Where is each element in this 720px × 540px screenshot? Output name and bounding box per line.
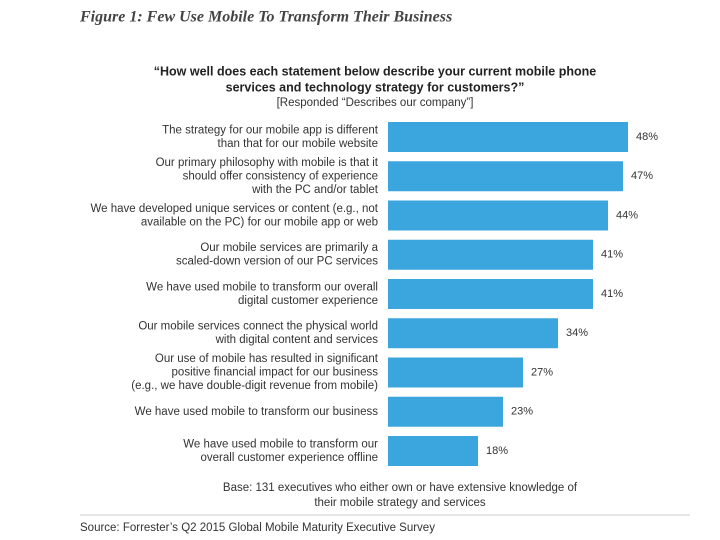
category-label: Our use of mobile has resulted in signif… [155, 353, 379, 365]
chart-subtitle: [Responded “Describes our company”] [277, 97, 474, 109]
value-label: 27% [531, 366, 553, 378]
category-label: than that for our mobile website [218, 138, 378, 150]
category-label: The strategy for our mobile app is diffe… [162, 124, 379, 136]
category-label: Our primary philosophy with mobile is th… [156, 157, 379, 169]
category-label: available on the PC) for our mobile app … [141, 216, 378, 228]
chart-title: services and technology strategy for cus… [226, 80, 525, 94]
category-label: (e.g., we have double-digit revenue from… [131, 380, 378, 392]
value-label: 47% [631, 170, 653, 182]
bar [388, 239, 593, 270]
value-label: 44% [616, 209, 638, 221]
category-label: Our mobile services connect the physical… [138, 321, 378, 333]
bar [388, 161, 623, 192]
category-label: scaled-down version of our PC services [176, 256, 378, 268]
category-label: We have developed unique services or con… [91, 203, 379, 215]
bar [388, 200, 608, 231]
bar [388, 279, 593, 309]
category-label: digital customer experience [238, 295, 378, 307]
chart-title: “How well does each statement below desc… [154, 64, 597, 78]
bar [388, 122, 628, 152]
value-label: 34% [566, 327, 588, 339]
value-label: 23% [511, 406, 533, 418]
category-label: should offer consistency of experience [183, 170, 378, 182]
category-label: with the PC and/or tablet [251, 184, 379, 196]
category-label: with digital content and services [215, 334, 379, 346]
bar [388, 436, 478, 466]
category-label: positive financial impact for our busine… [172, 367, 379, 379]
category-label: Our mobile services are primarily a [200, 242, 378, 254]
bar [388, 357, 523, 388]
value-label: 41% [601, 249, 623, 261]
value-label: 18% [486, 445, 508, 457]
bar [388, 318, 558, 349]
note: Base: 131 executives who either own or h… [223, 482, 578, 494]
source: Source: Forrester’s Q2 2015 Global Mobil… [80, 522, 435, 534]
category-label: We have used mobile to transform our bus… [135, 406, 379, 418]
category-label: overall customer experience offline [201, 452, 379, 464]
value-label: 41% [601, 288, 623, 300]
category-label: We have used mobile to transform our [183, 438, 378, 450]
bar [388, 396, 503, 427]
note: their mobile strategy and services [314, 497, 486, 509]
category-label: We have used mobile to transform our ove… [146, 281, 378, 293]
value-label: 48% [636, 131, 658, 143]
figure-title: Figure 1: Few Use Mobile To Transform Th… [79, 9, 452, 26]
